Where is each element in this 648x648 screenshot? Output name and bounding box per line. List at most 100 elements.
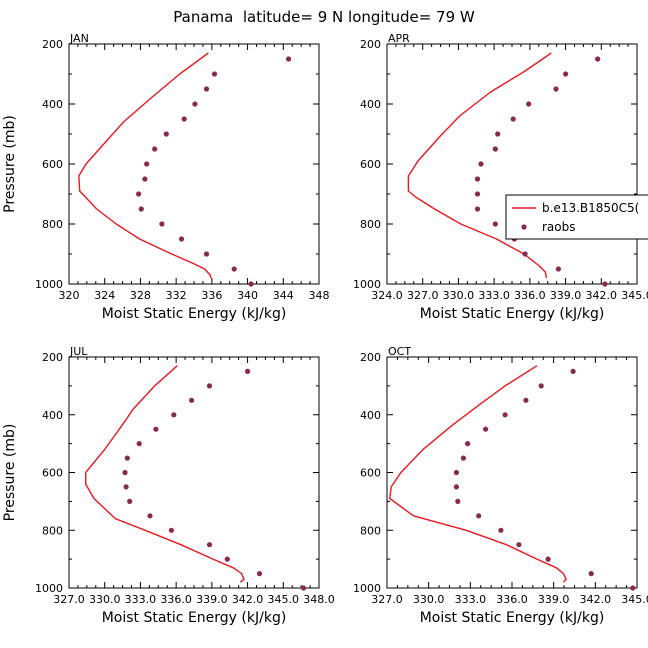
y-tick-label: 600 (360, 467, 381, 480)
x-tick-label: 339.0 (196, 593, 228, 606)
data-point-raobs (203, 251, 210, 257)
data-point-raobs (522, 251, 528, 257)
panel-jul: JUL 327.0 330.0 333.0 336.0 339.0 342.0 345.0 34… (2, 345, 335, 626)
data-point-raobs (460, 455, 466, 461)
data-point-raobs (492, 146, 498, 152)
x-tick-label: 327.0 (371, 593, 403, 606)
y-tick-label: 400 (42, 98, 63, 111)
data-point-raobs (300, 585, 307, 591)
plot-frame (68, 43, 320, 285)
data-point-raobs (178, 236, 185, 242)
y-tick-label: 200 (42, 38, 63, 51)
data-point-raobs (630, 585, 636, 591)
y-tick-label: 400 (42, 409, 63, 422)
data-point-raobs (563, 71, 569, 77)
y-tick-label: 800 (360, 524, 381, 537)
y-tick-label: 200 (360, 351, 381, 364)
y-axis-title: Pressure (mb) (2, 115, 18, 213)
data-point-raobs (453, 484, 459, 490)
x-tick-label: 336.0 (160, 593, 192, 606)
x-tick-label: 330.0 (443, 289, 475, 302)
data-point-raobs (474, 176, 481, 182)
panel-label: OCT (388, 345, 411, 358)
x-tick-label: 348 (309, 289, 330, 302)
data-point-raobs (152, 146, 158, 152)
data-point-raobs (555, 266, 562, 272)
legend-dot-swatch (521, 224, 527, 230)
data-point-raobs (127, 498, 133, 504)
data-point-raobs (588, 571, 594, 577)
x-tick-label: 345.0 (621, 289, 648, 302)
data-point-raobs (465, 441, 471, 447)
data-point-raobs (455, 498, 461, 504)
x-tick-label: 327.0 (53, 593, 85, 606)
data-point-raobs (159, 221, 165, 227)
series-line-model (84, 365, 245, 583)
data-point-raobs (123, 484, 129, 490)
x-tick-label: 336.0 (514, 289, 546, 302)
data-point-raobs (495, 131, 501, 137)
data-point-raobs (211, 71, 218, 77)
y-tick-label: 200 (42, 351, 63, 364)
data-point-raobs (453, 469, 459, 476)
y-tick-label: 600 (42, 158, 63, 171)
x-tick-label: 333.0 (478, 289, 510, 302)
data-point-raobs (248, 281, 254, 287)
data-point-raobs (523, 397, 529, 403)
x-axis-title: Moist Static Energy (kJ/kg) (102, 610, 287, 626)
data-point-raobs (206, 383, 213, 389)
data-point-raobs (476, 513, 482, 519)
panel-label: APR (388, 32, 410, 45)
data-point-raobs (478, 161, 484, 167)
x-tick-label: 330.0 (89, 593, 121, 606)
figure-title: Panama latitude= 9 N longitude= 79 W (173, 8, 475, 26)
data-point-raobs (168, 527, 174, 533)
x-tick-label: 342.0 (232, 593, 264, 606)
data-point-raobs (206, 542, 213, 548)
x-axis-title: Moist Static Energy (kJ/kg) (420, 610, 605, 626)
x-tick-label: 327.0 (407, 289, 439, 302)
data-point-raobs (203, 86, 210, 92)
data-point-raobs (122, 469, 128, 476)
data-point-raobs (142, 176, 148, 182)
panel-oct: OCT 327.0 330.0 333.0 336.0 339.0 342.0 345.0 20… (353, 345, 648, 626)
y-tick-label: 600 (42, 467, 63, 480)
x-tick-label: 330.0 (413, 593, 445, 606)
legend-label-obs: raobs (542, 220, 576, 234)
y-tick-label: 1000 (353, 582, 381, 595)
panel-label: JUL (69, 345, 88, 358)
data-point-raobs (171, 412, 177, 418)
x-tick-label: 345.0 (621, 593, 648, 606)
x-tick-label: 342.0 (580, 593, 612, 606)
x-tick-label: 344 (273, 289, 294, 302)
legend-label-model: b.e13.B1850C5( (542, 201, 639, 215)
data-point-raobs (474, 191, 481, 197)
x-tick-label: 328 (130, 289, 151, 302)
y-tick-label: 1000 (35, 278, 63, 291)
y-tick-label: 800 (42, 218, 63, 231)
data-point-raobs (189, 397, 195, 403)
data-point-raobs (510, 116, 516, 122)
data-point-raobs (492, 221, 498, 227)
panel-jan: JAN 320 324 328 332 336 340 344 348 200 400 600 800 1… (2, 32, 330, 322)
data-point-raobs (136, 441, 142, 447)
x-tick-label: 339.0 (550, 289, 582, 302)
y-tick-label: 800 (360, 218, 381, 231)
data-point-raobs (124, 455, 130, 461)
data-point-raobs (516, 542, 522, 548)
x-tick-label: 324.0 (371, 289, 403, 302)
data-point-raobs (144, 161, 150, 167)
plot-frame (386, 356, 638, 589)
y-tick-label: 600 (360, 158, 381, 171)
data-point-raobs (256, 571, 263, 577)
x-tick-label: 336 (201, 289, 222, 302)
x-tick-label: 345.0 (268, 593, 300, 606)
y-tick-label: 1000 (35, 582, 63, 595)
data-point-raobs (181, 116, 187, 122)
data-point-raobs (147, 513, 153, 519)
x-tick-label: 332 (166, 289, 187, 302)
y-tick-label: 400 (360, 409, 381, 422)
data-point-raobs (570, 368, 576, 374)
panel-apr: APR 324.0 327.0 330.0 333.0 336.0 339.0 342.0 34… (353, 32, 648, 322)
